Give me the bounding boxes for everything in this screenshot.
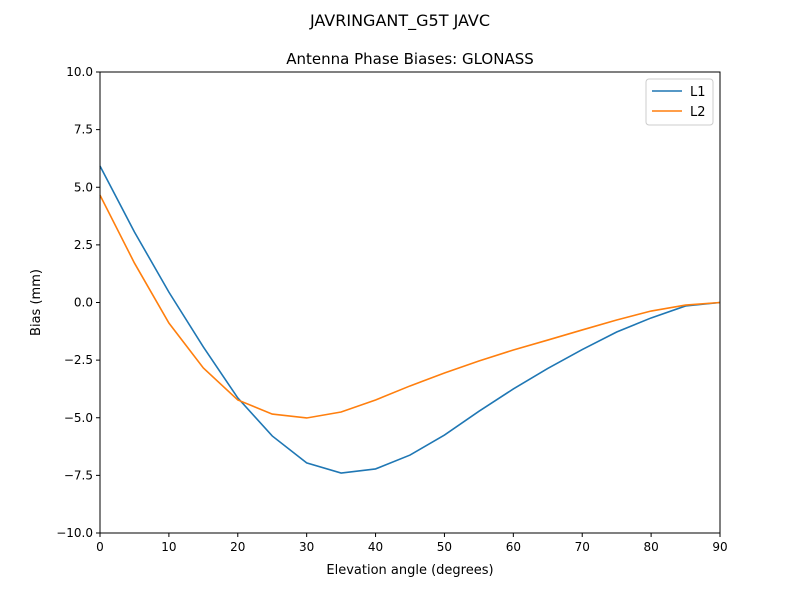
y-tick-label: −10.0 xyxy=(56,526,93,540)
y-tick-label: −2.5 xyxy=(64,353,93,367)
series-lines xyxy=(99,165,721,474)
y-tick-label: 10.0 xyxy=(66,65,93,79)
y-tick-label: −5.0 xyxy=(64,411,93,425)
chart-suptitle: JAVRINGANT_G5T JAVC xyxy=(309,11,490,31)
y-tick-label: 5.0 xyxy=(74,180,93,194)
series-line-l1 xyxy=(99,165,721,474)
x-tick-label: 0 xyxy=(96,540,104,554)
x-tick-label: 10 xyxy=(161,540,176,554)
y-tick-label: 0.0 xyxy=(74,296,93,310)
x-tick-label: 80 xyxy=(643,540,658,554)
y-tick-label: 2.5 xyxy=(74,238,93,252)
x-tick-label: 70 xyxy=(575,540,590,554)
y-tick-label: −7.5 xyxy=(64,468,93,482)
y-tick-label: 7.5 xyxy=(74,123,93,137)
x-tick-label: 60 xyxy=(506,540,521,554)
legend-label-l2: L2 xyxy=(690,105,706,120)
y-axis-label: Bias (mm) xyxy=(29,269,44,336)
x-tick-label: 20 xyxy=(230,540,245,554)
x-tick-label: 50 xyxy=(437,540,452,554)
x-axis-label: Elevation angle (degrees) xyxy=(326,563,493,578)
series-line-l2 xyxy=(99,194,721,419)
plot-frame xyxy=(99,71,721,534)
x-tick-label: 30 xyxy=(299,540,314,554)
x-tick-label: 40 xyxy=(368,540,383,554)
x-tick-label: 90 xyxy=(712,540,727,554)
ticks: 0 10 20 30 40 50 60 70 80 90 10.0 7.5 5.0 2.5 0.0 −2.5 −… xyxy=(56,65,727,554)
legend-label-l1: L1 xyxy=(690,85,706,100)
chart-title: Antenna Phase Biases: GLONASS xyxy=(286,50,534,68)
